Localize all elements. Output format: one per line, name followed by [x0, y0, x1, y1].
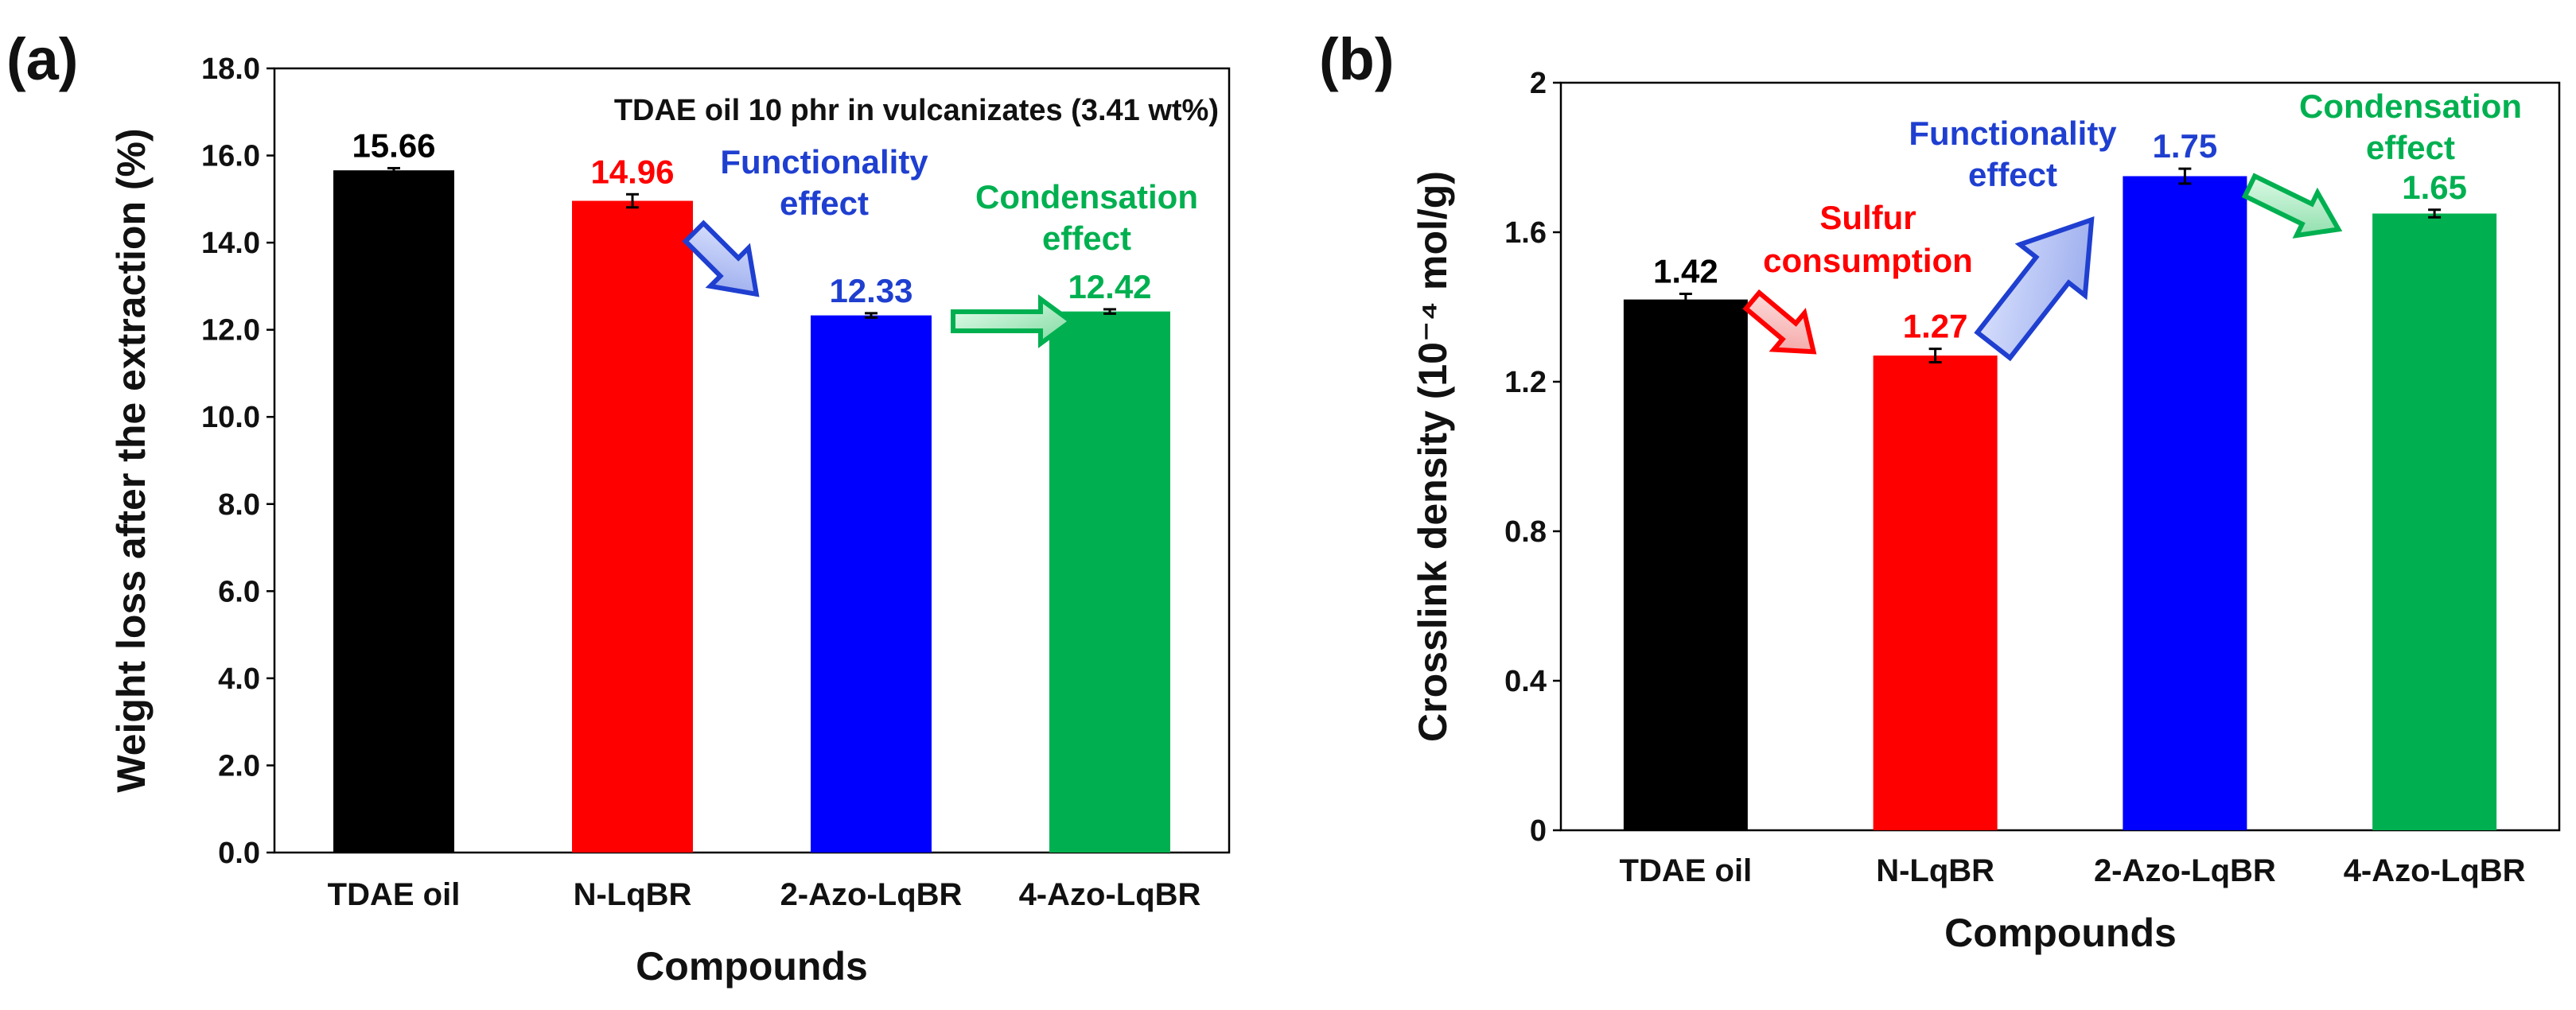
panel-a-ylabel: Weight loss after the extraction (%) [109, 128, 154, 792]
panel-a-x-ticks: TDAE oil N-LqBR 2-Azo-LqBR 4-Azo-LqBR [328, 877, 1201, 912]
a-ytick-label-1: 2.0 [218, 749, 260, 783]
a-bar-0 [333, 170, 454, 853]
panel-a: (a) TDAE oil 10 phr in vulcanizates (3.4… [6, 26, 1231, 989]
panel-a-bars: 15.66 14.96 12.33 12.42 [333, 126, 1170, 853]
a-ytick-label-7: 14.0 [201, 227, 260, 260]
a-value-label-3: 12.42 [1068, 268, 1151, 305]
a-errorbar-1 [626, 192, 639, 209]
b-value-label-0: 1.42 [1653, 253, 1718, 290]
b-ytick-label-4: 1.6 [1504, 216, 1547, 250]
panel-a-condensation-arrow [951, 294, 1076, 348]
a-errorbar-3 [1103, 308, 1116, 315]
a-category-label-3: 4-Azo-LqBR [1019, 877, 1201, 912]
a-ytick-label-9: 18.0 [201, 52, 260, 86]
b-errorbar-0 [1679, 293, 1692, 307]
panel-b-x-ticks: TDAE oil N-LqBR 2-Azo-LqBR 4-Azo-LqBR [1620, 853, 2526, 888]
panel-b: (b) 0 0.4 0.8 1.2 1.6 2 1.42 1.27 1.75 1.65 TDAE… [1319, 26, 2561, 955]
panel-a-functionality-line2: effect [780, 185, 869, 222]
b-ytick-label-3: 1.2 [1504, 366, 1547, 399]
panel-a-condensation-line2: effect [1042, 219, 1131, 257]
panel-b-sulfur-line1: Sulfur [1819, 199, 1916, 236]
panel-b-functionality-line2: effect [1968, 156, 2057, 193]
b-errorbar-1 [1928, 348, 1942, 364]
panel-b-bars: 1.42 1.27 1.75 1.65 [1623, 127, 2497, 831]
b-ytick-label-1: 0.4 [1504, 665, 1547, 698]
a-ytick-label-0: 0.0 [218, 837, 260, 870]
a-errorbar-2 [865, 312, 877, 319]
a-bar-1 [572, 200, 693, 853]
panel-b-sulfur-arrow [1742, 289, 1817, 355]
b-bar-2 [2123, 176, 2247, 830]
a-value-label-1: 14.96 [590, 153, 674, 190]
b-category-label-2: 2-Azo-LqBR [2094, 853, 2276, 888]
panel-b-letter: (b) [1319, 26, 1395, 92]
panel-b-condensation-line2: effect [2366, 129, 2455, 166]
a-ytick-label-4: 8.0 [218, 488, 260, 522]
b-category-label-0: TDAE oil [1620, 853, 1753, 888]
b-ytick-label-0: 0 [1530, 814, 1547, 848]
panel-a-y-ticks: 0.0 2.0 4.0 6.0 8.0 10.0 12.0 14.0 16.0 18.0 [201, 52, 274, 870]
panel-a-condensation-line1: Condensation [975, 178, 1198, 216]
a-value-label-2: 12.33 [829, 272, 912, 309]
b-value-label-1: 1.27 [1903, 308, 1968, 345]
b-category-label-3: 4-Azo-LqBR [2344, 853, 2526, 888]
b-errorbar-3 [2428, 208, 2442, 219]
a-bar-2 [811, 315, 932, 853]
a-ytick-label-8: 16.0 [201, 140, 260, 173]
a-value-label-0: 15.66 [352, 126, 435, 164]
b-bar-0 [1623, 299, 1748, 831]
a-ytick-label-6: 12.0 [201, 314, 260, 348]
a-category-label-0: TDAE oil [328, 877, 461, 912]
panel-b-functionality-arrow [1974, 216, 2095, 362]
panel-b-y-ticks: 0 0.4 0.8 1.2 1.6 2 [1504, 67, 1561, 848]
b-ytick-label-5: 2 [1530, 67, 1547, 100]
a-ytick-label-3: 6.0 [218, 575, 260, 608]
panel-b-sulfur-line2: consumption [1763, 242, 1973, 279]
panel-b-frame [1559, 81, 2561, 832]
a-category-label-2: 2-Azo-LqBR [780, 877, 963, 912]
b-errorbar-2 [2178, 167, 2192, 185]
a-bar-3 [1049, 311, 1170, 853]
panel-b-ylabel: Crosslink density (10⁻⁴ mol/g) [1411, 171, 1455, 742]
a-ytick-label-5: 10.0 [201, 401, 260, 434]
b-category-label-1: N-LqBR [1876, 853, 1994, 888]
panel-b-xlabel: Compounds [1944, 911, 2177, 955]
panel-a-functionality-line1: Functionality [720, 143, 928, 181]
a-errorbar-0 [387, 166, 400, 174]
panel-a-functionality-arrow [682, 219, 760, 297]
b-ytick-label-2: 0.8 [1504, 515, 1547, 549]
b-value-label-2: 1.75 [2153, 127, 2218, 165]
panel-a-xlabel: Compounds [636, 944, 868, 989]
panel-a-frame [273, 67, 1231, 854]
b-bar-3 [2372, 213, 2497, 830]
a-ytick-label-2: 4.0 [218, 662, 260, 696]
a-category-label-1: N-LqBR [574, 877, 692, 912]
panel-a-letter: (a) [6, 26, 78, 92]
panel-b-functionality-line1: Functionality [1909, 115, 2117, 152]
panel-b-condensation-line1: Condensation [2299, 87, 2522, 125]
panel-a-note: TDAE oil 10 phr in vulcanizates (3.41 wt… [614, 94, 1219, 127]
b-bar-1 [1873, 355, 1998, 831]
b-value-label-3: 1.65 [2402, 169, 2467, 206]
panel-b-condensation-arrow [2241, 173, 2343, 239]
